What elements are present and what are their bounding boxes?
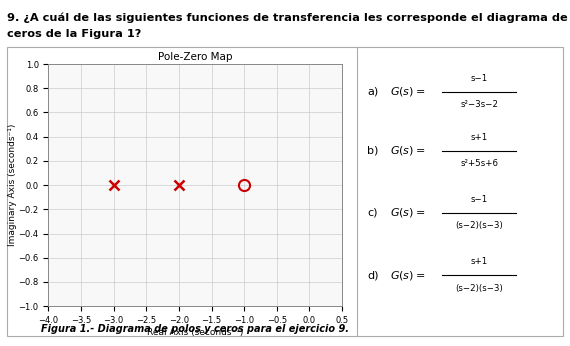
Text: $G(s) =$: $G(s) =$ [390,144,425,157]
Text: Figura 1.- Diagrama de polos y ceros para el ejercicio 9.: Figura 1.- Diagrama de polos y ceros par… [41,325,349,334]
Y-axis label: Imaginary Axis (seconds⁻¹): Imaginary Axis (seconds⁻¹) [8,124,17,246]
Text: (s−2)(s−3): (s−2)(s−3) [455,221,503,230]
Title: Pole-Zero Map: Pole-Zero Map [158,52,233,62]
Text: s−1: s−1 [471,195,488,204]
Text: $G(s) =$: $G(s) =$ [390,206,425,219]
Text: b): b) [367,146,378,155]
Text: s+1: s+1 [471,257,488,266]
Text: d): d) [367,270,378,280]
Text: a): a) [367,87,378,97]
Text: s²−3s−2: s²−3s−2 [461,100,498,109]
Text: ceros de la Figura 1?: ceros de la Figura 1? [7,29,141,39]
Text: $G(s) =$: $G(s) =$ [390,85,425,98]
Text: s−1: s−1 [471,74,488,83]
Text: s+1: s+1 [471,133,488,142]
X-axis label: Real Axis (seconds⁻¹): Real Axis (seconds⁻¹) [147,328,243,337]
Text: s²+5s+6: s²+5s+6 [461,159,498,168]
Text: c): c) [367,208,377,218]
Text: (s−2)(s−3): (s−2)(s−3) [455,284,503,293]
Text: 9. ¿A cuál de las siguientes funciones de transferencia les corresponde el diagr: 9. ¿A cuál de las siguientes funciones d… [7,12,570,22]
Text: $G(s) =$: $G(s) =$ [390,268,425,282]
